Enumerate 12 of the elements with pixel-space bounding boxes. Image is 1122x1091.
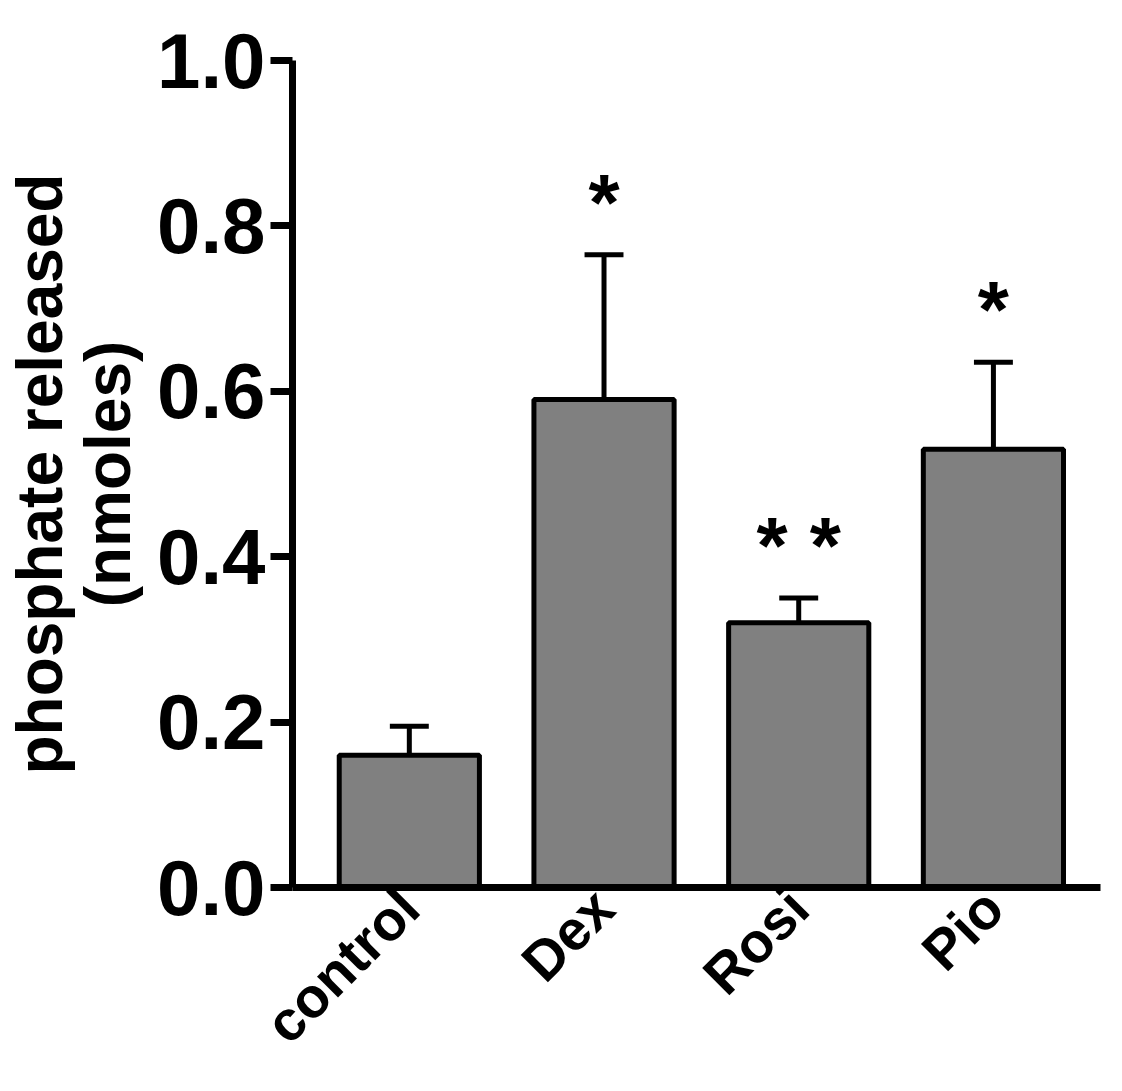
y-tick-label: 1.0 bbox=[157, 16, 266, 105]
annotation: * bbox=[977, 265, 1010, 355]
y-tick-label: 0.4 bbox=[157, 512, 266, 601]
x-tick-label: Dex bbox=[509, 876, 627, 994]
y-tick-label: 0.6 bbox=[157, 347, 266, 436]
y-tick-label: 0.2 bbox=[157, 678, 266, 767]
y-tick-label: 0.0 bbox=[157, 843, 266, 932]
annotation: * bbox=[588, 157, 621, 247]
x-tick-label: Pio bbox=[909, 876, 1016, 983]
annotation: * * bbox=[756, 501, 842, 591]
y-tick-label: 0.8 bbox=[157, 181, 266, 270]
y-axis-title: phosphate released (nmoles) bbox=[3, 173, 145, 775]
